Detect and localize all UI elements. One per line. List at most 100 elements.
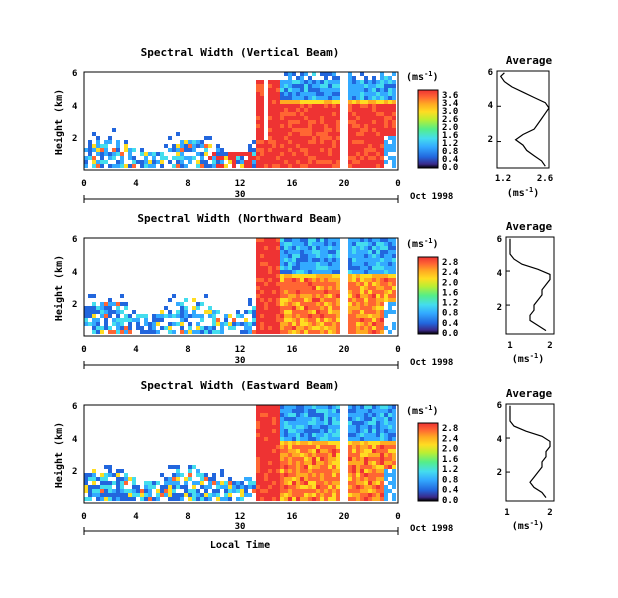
heatmap-cell <box>316 238 320 242</box>
heatmap-cell <box>352 156 356 160</box>
heatmap-cell <box>268 128 272 132</box>
heatmap-cell <box>116 164 120 168</box>
heatmap-cell <box>372 461 376 465</box>
heatmap-cell <box>272 274 276 278</box>
heatmap-cell <box>360 160 364 164</box>
heatmap-cell <box>384 457 388 461</box>
heatmap-cell <box>320 330 324 334</box>
heatmap-cell <box>320 144 324 148</box>
heatmap-cell <box>256 445 260 449</box>
heatmap-cell <box>128 330 132 334</box>
heatmap-cell <box>292 457 296 461</box>
heatmap-cell <box>312 306 316 310</box>
heatmap-cell <box>112 156 116 160</box>
heatmap-cell <box>176 473 180 477</box>
heatmap-cell <box>196 481 200 485</box>
x-tick-label: 12 <box>235 512 246 522</box>
heatmap-cell <box>392 104 396 108</box>
heatmap-cell <box>332 318 336 322</box>
heatmap-cell <box>152 152 156 156</box>
heatmap-cell <box>216 497 220 501</box>
heatmap-cell <box>332 489 336 493</box>
heatmap-cell <box>316 128 320 132</box>
heatmap-cell <box>160 152 164 156</box>
heatmap-cell <box>312 72 316 76</box>
heatmap-cell <box>368 286 372 290</box>
heatmap-cell <box>380 441 384 445</box>
heatmap-cell <box>380 473 384 477</box>
heatmap-cell <box>296 330 300 334</box>
heatmap-cell <box>168 326 172 330</box>
heatmap-cell <box>308 477 312 481</box>
heatmap-cell <box>320 298 324 302</box>
heatmap-cell <box>116 144 120 148</box>
heatmap-cell <box>268 493 272 497</box>
heatmap-cell <box>348 465 352 469</box>
heatmap-cell <box>372 152 376 156</box>
heatmap-cell <box>392 286 396 290</box>
heatmap-cell <box>96 485 100 489</box>
heatmap-cell <box>260 330 264 334</box>
heatmap-cell <box>136 489 140 493</box>
heatmap-cell <box>376 429 380 433</box>
heatmap-cell <box>316 108 320 112</box>
heatmap-cell <box>200 164 204 168</box>
heatmap-cell <box>208 144 212 148</box>
heatmap-cell <box>348 136 352 140</box>
heatmap-cell <box>144 314 148 318</box>
heatmap-cell <box>200 160 204 164</box>
heatmap-cell <box>256 326 260 330</box>
heatmap-cell <box>392 238 396 242</box>
x-tick-label: 8 <box>185 179 190 189</box>
heatmap-cell <box>324 270 328 274</box>
heatmap-cell <box>300 128 304 132</box>
heatmap-cell <box>260 473 264 477</box>
heatmap-cell <box>264 445 268 449</box>
heatmap-cell <box>324 417 328 421</box>
heatmap-cell <box>376 274 380 278</box>
heatmap-cell <box>304 441 308 445</box>
colorbar-unit: (ms-1) <box>406 237 439 250</box>
heatmap-cell <box>388 433 392 437</box>
heatmap-cell <box>376 128 380 132</box>
heatmap-cell <box>168 148 172 152</box>
heatmap-cell <box>264 477 268 481</box>
heatmap-cell <box>308 84 312 88</box>
heatmap-cell <box>296 164 300 168</box>
heatmap-cell <box>380 437 384 441</box>
heatmap-cell <box>380 489 384 493</box>
heatmap-cell <box>204 489 208 493</box>
heatmap-cell <box>368 242 372 246</box>
heatmap-cell <box>328 148 332 152</box>
heatmap-cell <box>388 330 392 334</box>
heatmap-cell <box>256 278 260 282</box>
heatmap-cell <box>332 485 336 489</box>
heatmap-cell <box>256 437 260 441</box>
avg-x-tick: 1 <box>507 341 512 351</box>
heatmap-cell <box>376 453 380 457</box>
heatmap-cell <box>348 441 352 445</box>
heatmap-cell <box>132 160 136 164</box>
heatmap-cell <box>256 425 260 429</box>
heatmap-cell <box>380 92 384 96</box>
heatmap-cell <box>348 262 352 266</box>
heatmap-cell <box>324 465 328 469</box>
heatmap-cell <box>256 306 260 310</box>
heatmap-cell <box>368 453 372 457</box>
heatmap-cell <box>128 152 132 156</box>
heatmap-cell <box>360 270 364 274</box>
heatmap-cell <box>392 433 396 437</box>
heatmap-cell <box>364 156 368 160</box>
heatmap-cell <box>200 485 204 489</box>
heatmap-cell <box>112 152 116 156</box>
heatmap-cell <box>300 473 304 477</box>
heatmap-cell <box>120 152 124 156</box>
heatmap-cell <box>256 457 260 461</box>
heatmap-cell <box>368 302 372 306</box>
heatmap-cell <box>312 124 316 128</box>
heatmap-cell <box>256 441 260 445</box>
heatmap-cell <box>176 469 180 473</box>
heatmap-cell <box>212 489 216 493</box>
heatmap-cell <box>336 278 340 282</box>
heatmap-cell <box>320 314 324 318</box>
